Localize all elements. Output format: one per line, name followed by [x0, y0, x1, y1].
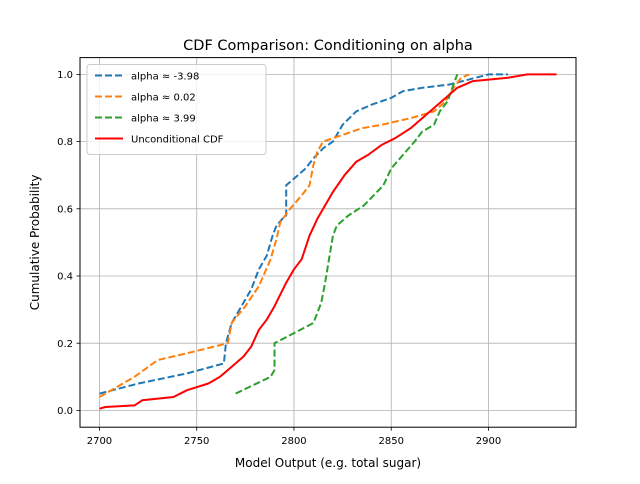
- x-axis-label: Model Output (e.g. total sugar): [235, 456, 421, 470]
- x-tick-label: 2900: [476, 436, 501, 447]
- grid: [80, 57, 576, 428]
- y-tick-label: 0.0: [57, 406, 73, 417]
- x-tick-label: 2700: [87, 436, 112, 447]
- y-tick-label: 0.6: [57, 204, 73, 215]
- series-line-2: [235, 74, 459, 395]
- x-tick-label: 2800: [281, 436, 306, 447]
- axis-ticks: 2700 2750 2800 2850 2900 0.0 0.2 0.4 0.6 0.8 1.0: [57, 70, 501, 447]
- chart-title: CDF Comparison: Conditioning on alpha: [183, 38, 473, 54]
- plot-frame: [79, 57, 577, 428]
- legend-box: [86, 64, 267, 155]
- legend-label-1: alpha ≈ 0.02: [131, 93, 196, 104]
- y-tick-label: 1.0: [57, 70, 73, 81]
- series-layer: [99, 73, 557, 410]
- series-line-3: [99, 73, 557, 410]
- y-tick-label: 0.8: [57, 137, 73, 148]
- y-tick-label: 0.4: [57, 272, 73, 283]
- x-tick-label: 2750: [184, 436, 209, 447]
- series-line-1: [99, 73, 470, 398]
- x-tick-label: 2850: [378, 436, 403, 447]
- legend-label-3: Unconditional CDF: [131, 135, 224, 146]
- legend: alpha ≈ -3.98 alpha ≈ 0.02 alpha ≈ 3.99 Unc…: [86, 64, 267, 155]
- y-axis-label: Cumulative Probability: [28, 175, 42, 311]
- legend-label-2: alpha ≈ 3.99: [131, 114, 196, 125]
- legend-label-0: alpha ≈ -3.98: [131, 72, 199, 83]
- y-tick-label: 0.2: [57, 339, 73, 350]
